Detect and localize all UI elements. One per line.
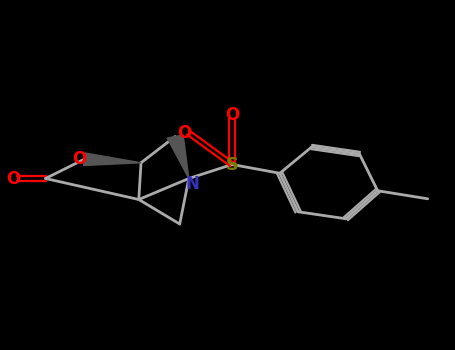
Polygon shape bbox=[167, 135, 189, 178]
Text: O: O bbox=[177, 124, 192, 142]
Text: O: O bbox=[225, 106, 239, 125]
Text: O: O bbox=[72, 150, 87, 168]
Text: N: N bbox=[186, 175, 199, 193]
Text: S: S bbox=[226, 155, 238, 174]
Polygon shape bbox=[84, 153, 141, 166]
Text: O: O bbox=[6, 169, 21, 188]
